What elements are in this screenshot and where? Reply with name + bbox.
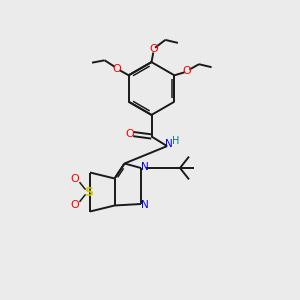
Text: N: N [141,162,149,172]
Text: N: N [141,200,149,210]
Text: O: O [70,200,80,210]
Text: O: O [183,66,191,76]
Text: O: O [149,44,158,55]
Text: O: O [70,174,80,184]
Text: H: H [172,136,179,146]
Text: O: O [125,129,134,139]
Text: N: N [165,139,172,149]
Text: S: S [84,185,93,199]
Text: O: O [113,64,122,74]
